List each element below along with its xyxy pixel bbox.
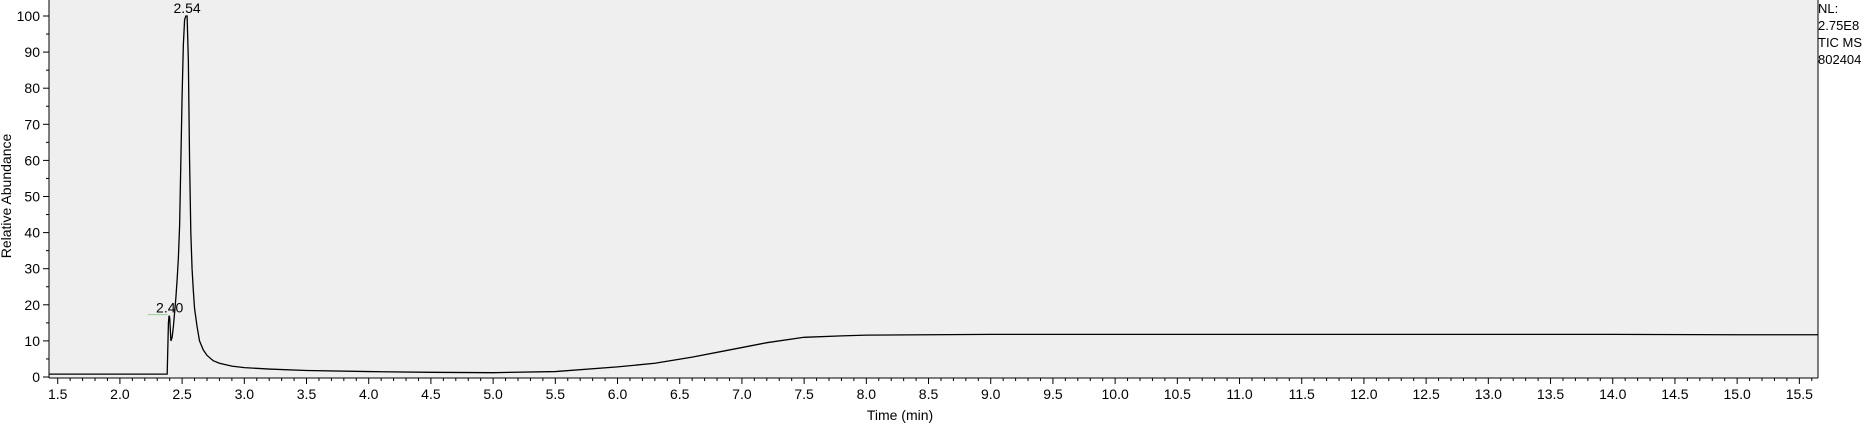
axes-layer: 0 10 20 30 40 50 60 70 80 90 100 1.5 2.0 2.5 3.0 3.5 4.0…: [17, 0, 1819, 402]
x-tick-label: 11.0: [1226, 386, 1252, 402]
nl-value: 2.75E8: [1818, 18, 1860, 33]
peak-label: 2.40: [156, 300, 183, 316]
y-tick-label: 20: [24, 297, 40, 313]
nl-label: NL:: [1818, 1, 1839, 16]
series-line-0: [49, 15, 1818, 375]
x-tick-label: 3.0: [235, 386, 255, 402]
x-tick-label: 13.5: [1537, 386, 1564, 402]
x-tick-label: 9.5: [1043, 386, 1063, 402]
x-tick-label: 4.5: [421, 386, 441, 402]
x-tick-label: 9.0: [981, 386, 1001, 402]
x-tick-label: 5.0: [483, 386, 503, 402]
y-tick-label: 50: [24, 189, 40, 205]
y-axis-title: Relative Abundance: [0, 134, 14, 259]
y-tick-label: 30: [24, 261, 40, 277]
trace-type: TIC MS: [1818, 35, 1863, 50]
x-tick-label: 3.5: [297, 386, 317, 402]
x-tick-label: 8.0: [857, 386, 877, 402]
y-tick-label: 10: [24, 333, 40, 349]
x-tick-label: 14.0: [1599, 386, 1626, 402]
peak-label: 2.54: [173, 0, 200, 16]
x-tick-label: 4.0: [359, 386, 379, 402]
y-tick-label: 80: [24, 80, 40, 96]
sample-id: 802404: [1818, 52, 1862, 67]
x-tick-label: 10.0: [1102, 386, 1129, 402]
x-tick-label: 13.0: [1475, 386, 1502, 402]
x-tick-label: 5.5: [546, 386, 566, 402]
x-tick-label: 15.0: [1724, 386, 1751, 402]
plot-layer: [49, 15, 1818, 375]
y-tick-label: 90: [24, 44, 40, 60]
x-tick-label: 7.5: [794, 386, 814, 402]
x-tick-label: 2.5: [172, 386, 192, 402]
x-tick-label: 6.5: [670, 386, 690, 402]
y-tick-label: 100: [17, 8, 41, 24]
x-tick-label: 10.5: [1164, 386, 1191, 402]
plot-background: [49, 0, 1818, 378]
info-block: NL: 2.75E8 TIC MS 802404: [1818, 0, 1873, 68]
x-tick-label: 12.0: [1350, 386, 1377, 402]
x-tick-label: 12.5: [1413, 386, 1440, 402]
x-tick-label: 8.5: [919, 386, 939, 402]
x-tick-label: 11.5: [1289, 386, 1315, 402]
y-tick-label: 60: [24, 152, 40, 168]
y-tick-label: 70: [24, 116, 40, 132]
y-tick-label: 40: [24, 225, 40, 241]
x-axis-title: Time (min): [867, 407, 933, 423]
x-tick-label: 6.0: [608, 386, 628, 402]
y-tick-label: 0: [32, 369, 40, 385]
x-tick-label: 14.5: [1661, 386, 1688, 402]
x-tick-label: 1.5: [48, 386, 68, 402]
x-tick-label: 2.0: [110, 386, 130, 402]
x-tick-label: 7.0: [732, 386, 752, 402]
x-tick-label: 15.5: [1786, 386, 1813, 402]
